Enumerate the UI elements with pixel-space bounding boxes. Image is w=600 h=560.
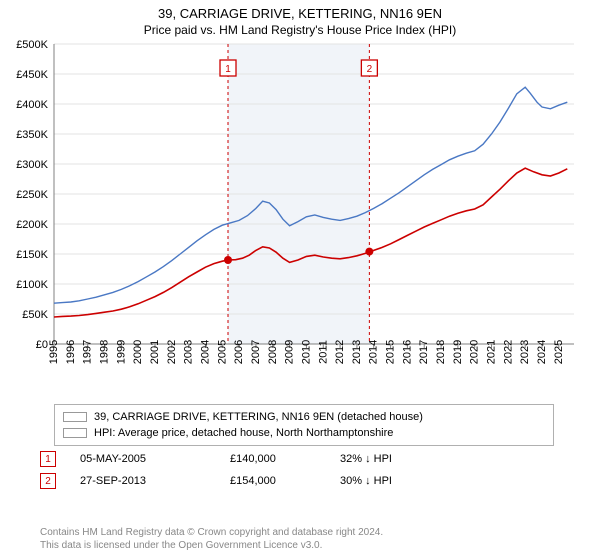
svg-text:1997: 1997	[82, 340, 94, 364]
legend-swatch	[63, 412, 87, 422]
legend-label: HPI: Average price, detached house, Nort…	[94, 427, 393, 439]
svg-text:2017: 2017	[418, 340, 430, 364]
svg-text:2010: 2010	[300, 340, 312, 364]
svg-text:2023: 2023	[519, 340, 531, 364]
svg-text:£500K: £500K	[16, 39, 48, 51]
svg-text:£150K: £150K	[16, 249, 48, 261]
svg-text:1995: 1995	[48, 340, 60, 364]
attribution: Contains HM Land Registry data © Crown c…	[40, 526, 383, 552]
transaction-delta: 30% ↓ HPI	[340, 475, 460, 487]
chart-svg: £0 £50K £100K £150K £200K £250K £300K £350K £400…	[0, 38, 600, 394]
transaction-price: £154,000	[230, 475, 340, 487]
svg-text:£100K: £100K	[16, 279, 48, 291]
legend-row: HPI: Average price, detached house, Nort…	[63, 425, 545, 441]
svg-text:£250K: £250K	[16, 189, 48, 201]
chart-title: 39, CARRIAGE DRIVE, KETTERING, NN16 9EN	[0, 0, 600, 21]
svg-text:2002: 2002	[166, 340, 178, 364]
svg-text:2018: 2018	[435, 340, 447, 364]
transactions-table: 1 05-MAY-2005 £140,000 32% ↓ HPI 2 27-SE…	[40, 448, 460, 492]
svg-text:1999: 1999	[115, 340, 127, 364]
svg-text:2016: 2016	[401, 340, 413, 364]
svg-text:2: 2	[367, 64, 373, 75]
svg-text:2003: 2003	[183, 340, 195, 364]
svg-text:2011: 2011	[317, 340, 329, 364]
attribution-line: This data is licensed under the Open Gov…	[40, 539, 383, 552]
svg-text:2008: 2008	[267, 340, 279, 364]
svg-text:£0: £0	[36, 339, 48, 351]
transaction-delta: 32% ↓ HPI	[340, 453, 460, 465]
svg-text:2009: 2009	[284, 340, 296, 364]
svg-text:£400K: £400K	[16, 99, 48, 111]
legend-label: 39, CARRIAGE DRIVE, KETTERING, NN16 9EN …	[94, 411, 423, 423]
chart-subtitle: Price paid vs. HM Land Registry's House …	[0, 21, 600, 37]
attribution-line: Contains HM Land Registry data © Crown c…	[40, 526, 383, 539]
transaction-marker-icon: 1	[40, 451, 56, 467]
svg-text:2007: 2007	[250, 340, 262, 364]
legend-swatch	[63, 428, 87, 438]
svg-text:£350K: £350K	[16, 129, 48, 141]
svg-text:1: 1	[225, 64, 231, 75]
transaction-marker-icon: 2	[40, 473, 56, 489]
svg-text:2006: 2006	[233, 340, 245, 364]
svg-text:2022: 2022	[502, 340, 514, 364]
svg-text:2001: 2001	[149, 340, 161, 364]
legend: 39, CARRIAGE DRIVE, KETTERING, NN16 9EN …	[54, 404, 554, 446]
svg-text:2014: 2014	[368, 340, 380, 364]
svg-text:2024: 2024	[536, 340, 548, 364]
svg-text:2012: 2012	[334, 340, 346, 364]
svg-text:£450K: £450K	[16, 69, 48, 81]
svg-text:2025: 2025	[553, 340, 565, 364]
svg-text:2004: 2004	[199, 340, 211, 364]
transaction-row: 1 05-MAY-2005 £140,000 32% ↓ HPI	[40, 448, 460, 470]
svg-text:2005: 2005	[216, 340, 228, 364]
svg-text:£200K: £200K	[16, 219, 48, 231]
svg-text:2019: 2019	[452, 340, 464, 364]
svg-text:1998: 1998	[98, 340, 110, 364]
transaction-row: 2 27-SEP-2013 £154,000 30% ↓ HPI	[40, 470, 460, 492]
svg-text:2015: 2015	[385, 340, 397, 364]
svg-text:1996: 1996	[65, 340, 77, 364]
svg-text:£300K: £300K	[16, 159, 48, 171]
svg-text:£50K: £50K	[22, 309, 48, 321]
svg-text:2000: 2000	[132, 340, 144, 364]
transaction-date: 27-SEP-2013	[80, 475, 230, 487]
svg-text:2013: 2013	[351, 340, 363, 364]
legend-row: 39, CARRIAGE DRIVE, KETTERING, NN16 9EN …	[63, 409, 545, 425]
svg-text:2021: 2021	[486, 340, 498, 364]
transaction-price: £140,000	[230, 453, 340, 465]
transaction-date: 05-MAY-2005	[80, 453, 230, 465]
chart-area: £0 £50K £100K £150K £200K £250K £300K £350K £400…	[0, 38, 600, 394]
svg-text:2020: 2020	[469, 340, 481, 364]
